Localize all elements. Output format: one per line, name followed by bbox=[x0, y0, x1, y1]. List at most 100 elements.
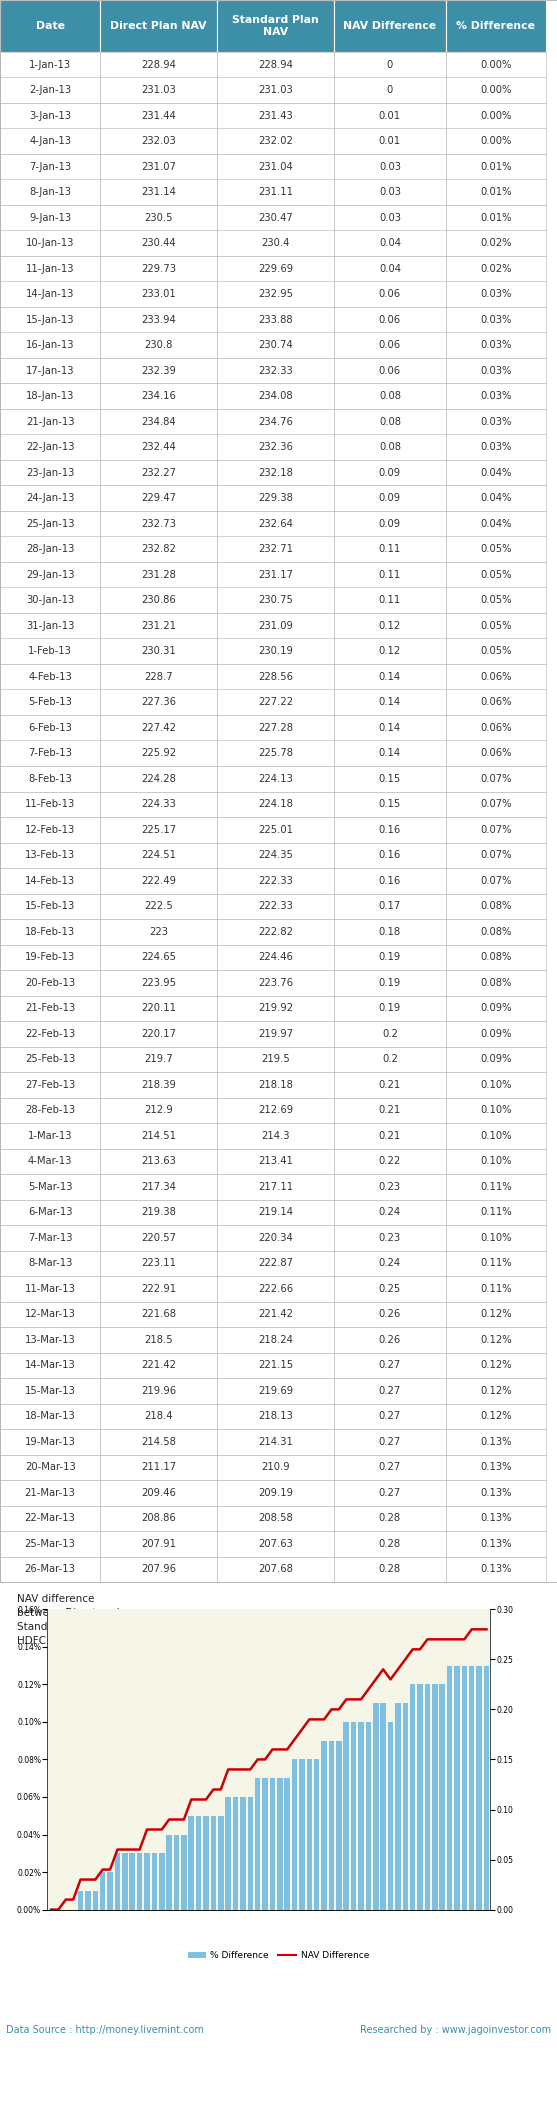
Bar bbox=[334, 256, 446, 282]
Text: 230.75: 230.75 bbox=[258, 595, 293, 606]
Text: 0.03%: 0.03% bbox=[480, 290, 511, 299]
Bar bbox=[334, 510, 446, 536]
Bar bbox=[217, 919, 334, 945]
Bar bbox=[217, 485, 334, 510]
Bar bbox=[217, 561, 334, 587]
Text: 222.33: 222.33 bbox=[258, 902, 293, 911]
Bar bbox=[0, 1300, 100, 1328]
Text: 219.69: 219.69 bbox=[258, 1385, 294, 1396]
Bar bbox=[100, 104, 217, 129]
Bar bbox=[217, 995, 334, 1021]
Bar bbox=[334, 434, 446, 460]
Bar bbox=[217, 1097, 334, 1123]
Text: 7-Jan-13: 7-Jan-13 bbox=[29, 161, 71, 172]
Text: 6-Mar-13: 6-Mar-13 bbox=[28, 1207, 72, 1218]
Bar bbox=[100, 1046, 217, 1072]
Text: 219.7: 219.7 bbox=[144, 1055, 173, 1063]
Text: 0.01%: 0.01% bbox=[480, 161, 511, 172]
Bar bbox=[100, 587, 217, 612]
Bar bbox=[100, 53, 217, 78]
Bar bbox=[217, 818, 334, 843]
Text: 230.74: 230.74 bbox=[258, 341, 293, 349]
Bar bbox=[334, 383, 446, 409]
Text: 0.10%: 0.10% bbox=[480, 1106, 511, 1116]
Text: 4-Mar-13: 4-Mar-13 bbox=[28, 1156, 72, 1167]
Text: 0.12: 0.12 bbox=[379, 621, 401, 631]
Text: 0.06: 0.06 bbox=[379, 366, 401, 375]
Text: 221.15: 221.15 bbox=[258, 1360, 294, 1370]
Bar bbox=[217, 1046, 334, 1072]
Text: 0.08%: 0.08% bbox=[480, 928, 511, 936]
Text: 231.03: 231.03 bbox=[258, 85, 293, 95]
Bar bbox=[0, 843, 100, 868]
Text: 17-Jan-13: 17-Jan-13 bbox=[26, 366, 75, 375]
Bar bbox=[100, 1072, 217, 1097]
Text: 0.09: 0.09 bbox=[379, 493, 401, 504]
Text: 0.03%: 0.03% bbox=[480, 443, 511, 453]
Bar bbox=[334, 1430, 446, 1455]
Text: 14-Feb-13: 14-Feb-13 bbox=[25, 875, 75, 885]
Text: 232.02: 232.02 bbox=[258, 136, 293, 146]
Text: 0.08: 0.08 bbox=[379, 443, 401, 453]
Text: 0.27: 0.27 bbox=[379, 1487, 401, 1497]
Bar bbox=[217, 741, 334, 767]
Bar bbox=[0, 1379, 100, 1404]
Text: 5-Mar-13: 5-Mar-13 bbox=[28, 1182, 72, 1192]
Bar bbox=[100, 1430, 217, 1455]
Bar bbox=[334, 1353, 446, 1379]
Bar bbox=[100, 358, 217, 383]
Text: 0.06: 0.06 bbox=[379, 316, 401, 324]
Text: 27-Feb-13: 27-Feb-13 bbox=[25, 1080, 75, 1091]
Text: 228.94: 228.94 bbox=[258, 59, 293, 70]
Bar bbox=[217, 970, 334, 995]
Bar bbox=[446, 894, 546, 919]
Text: 219.14: 219.14 bbox=[258, 1207, 293, 1218]
Text: 231.28: 231.28 bbox=[141, 570, 176, 580]
Text: 233.01: 233.01 bbox=[141, 290, 176, 299]
Bar bbox=[0, 1531, 100, 1557]
Text: 0.03%: 0.03% bbox=[480, 392, 511, 400]
Text: 219.96: 219.96 bbox=[141, 1385, 177, 1396]
Text: 30-Jan-13: 30-Jan-13 bbox=[26, 595, 74, 606]
Text: 0.19: 0.19 bbox=[379, 1004, 401, 1012]
Bar bbox=[100, 1148, 217, 1173]
Bar bbox=[0, 256, 100, 282]
Bar bbox=[334, 638, 446, 665]
Text: 21-Feb-13: 21-Feb-13 bbox=[25, 1004, 75, 1012]
Text: 0.23: 0.23 bbox=[379, 1233, 401, 1243]
Bar bbox=[0, 561, 100, 587]
Text: 218.13: 218.13 bbox=[258, 1411, 293, 1421]
Text: 0.26: 0.26 bbox=[379, 1334, 401, 1345]
Text: 24-Jan-13: 24-Jan-13 bbox=[26, 493, 74, 504]
Bar bbox=[100, 155, 217, 180]
Text: 0.09%: 0.09% bbox=[480, 1055, 511, 1063]
Bar bbox=[0, 434, 100, 460]
Bar bbox=[446, 307, 546, 333]
Text: 214.3: 214.3 bbox=[261, 1131, 290, 1142]
Text: Direct Plan NAV: Direct Plan NAV bbox=[110, 21, 207, 32]
Text: 0.12%: 0.12% bbox=[480, 1411, 511, 1421]
Text: 210.9: 210.9 bbox=[261, 1461, 290, 1472]
Bar bbox=[446, 1328, 546, 1353]
Text: 207.91: 207.91 bbox=[141, 1540, 176, 1548]
Bar bbox=[446, 741, 546, 767]
Text: 225.17: 225.17 bbox=[141, 824, 177, 834]
Text: 0.08%: 0.08% bbox=[480, 979, 511, 987]
Bar bbox=[334, 665, 446, 690]
Text: 220.34: 220.34 bbox=[258, 1233, 293, 1243]
Bar bbox=[217, 307, 334, 333]
Bar bbox=[100, 690, 217, 716]
Text: 8-Mar-13: 8-Mar-13 bbox=[28, 1258, 72, 1269]
Text: 0.06: 0.06 bbox=[379, 341, 401, 349]
Text: 7-Feb-13: 7-Feb-13 bbox=[28, 748, 72, 758]
Text: 0.12%: 0.12% bbox=[480, 1334, 511, 1345]
Bar bbox=[100, 129, 217, 155]
Text: 0.10%: 0.10% bbox=[480, 1131, 511, 1142]
Legend: % Difference, NAV Difference: % Difference, NAV Difference bbox=[184, 1946, 373, 1963]
Text: 0.10%: 0.10% bbox=[480, 1156, 511, 1167]
Bar bbox=[100, 919, 217, 945]
Bar bbox=[0, 1404, 100, 1430]
Bar bbox=[217, 1300, 334, 1328]
Text: 0.03%: 0.03% bbox=[480, 366, 511, 375]
Text: 230.5: 230.5 bbox=[144, 212, 173, 222]
